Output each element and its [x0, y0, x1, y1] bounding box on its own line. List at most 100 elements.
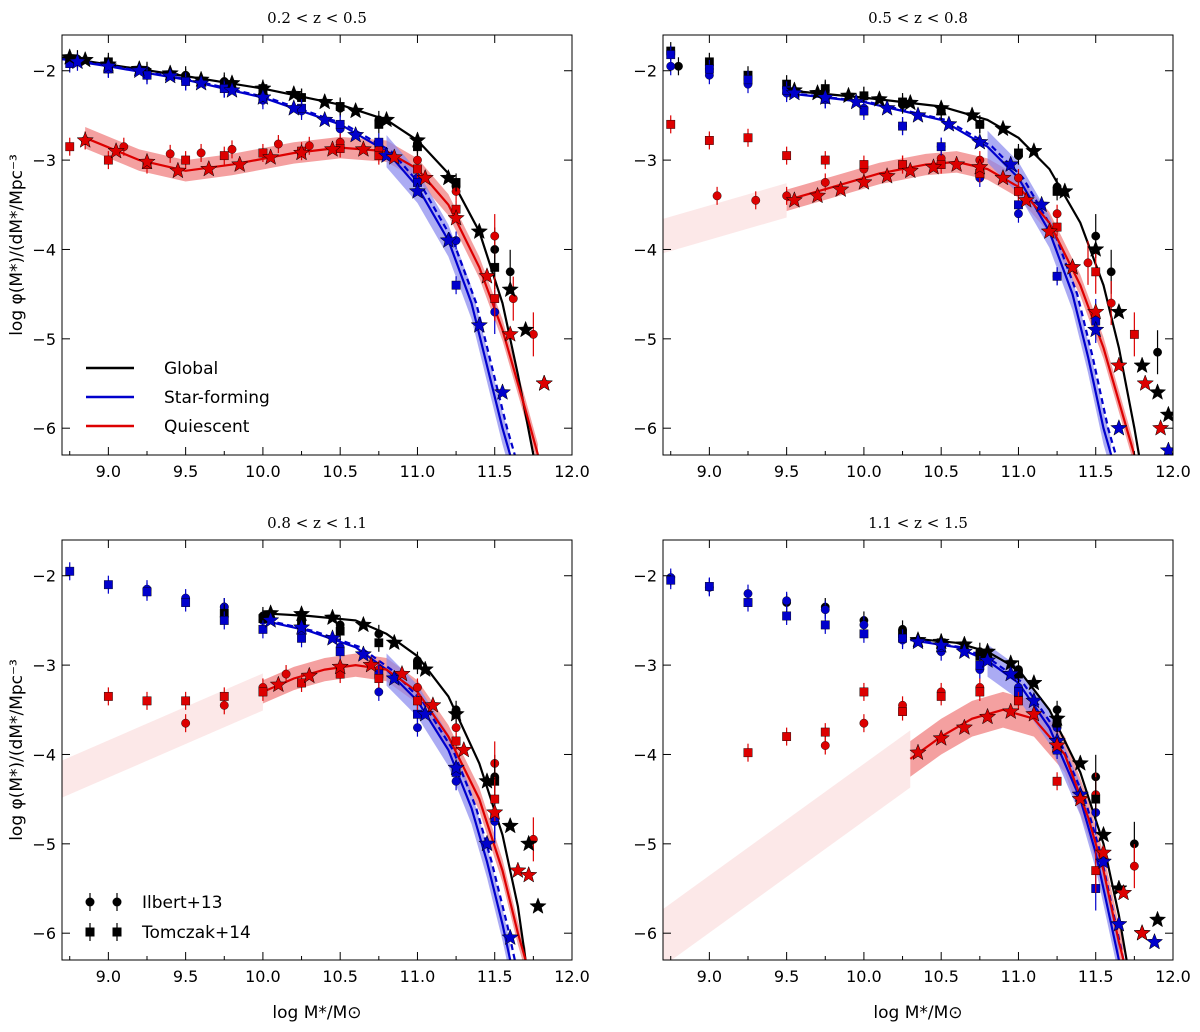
ilbert-point-global	[505, 267, 515, 277]
ilbert-point-global	[1153, 347, 1162, 357]
x-tick-label: 10.0	[245, 462, 281, 481]
quiescent-band	[262, 653, 526, 960]
tomczak-point-sf	[898, 633, 907, 643]
tomczak-point-sf	[666, 575, 676, 585]
star-point-sf	[1094, 852, 1113, 870]
star-point-global	[354, 615, 373, 633]
tomczak-point-q	[859, 687, 869, 697]
tomczak-point-sf	[704, 582, 714, 591]
tomczak-point-sf	[704, 64, 714, 74]
star-point-sf	[192, 74, 210, 91]
star-point-sf	[439, 231, 458, 248]
star-point-sf	[1110, 915, 1128, 932]
x-tick-label: 9.5	[774, 967, 799, 986]
tomczak-point-sf	[103, 580, 113, 590]
star-point-q	[909, 743, 927, 761]
ilbert-point-q	[820, 178, 830, 187]
tomczak-point-global	[490, 262, 500, 272]
star-point-sf	[478, 834, 496, 852]
x-tick-label: 10.0	[245, 967, 281, 986]
x-tick-label: 12.0	[1155, 967, 1191, 986]
x-tick-label: 11.5	[477, 967, 513, 986]
plot-area	[62, 48, 553, 455]
plot-frame	[61, 539, 573, 961]
star-point-q	[292, 143, 311, 161]
star-point-q	[354, 140, 373, 157]
ilbert-point-q	[196, 148, 206, 158]
star-point-q	[971, 158, 989, 175]
star-point-sf	[68, 52, 87, 70]
star-point-sf	[1025, 691, 1043, 709]
panel-2: 9.0 9.5 10.0 10.5 11.0 11.5 12.0 −2 −3 −4 −5 −6 0.5 …	[633, 9, 1190, 481]
panel-title: 0.5 < z < 0.8	[868, 9, 968, 27]
x-tick-label: 10.0	[846, 462, 882, 481]
ilbert-point-q	[304, 141, 314, 151]
star-point-sf	[909, 632, 927, 650]
panel-1: 9.0 9.5 10.0 10.5 11.0 11.5 12.0 −2 −3 −4 −5 −6 0.2 …	[7, 9, 590, 481]
tomczak-point-sf	[451, 280, 461, 290]
ilbert-point-q	[1129, 861, 1139, 871]
plot-frame	[662, 34, 1174, 456]
tomczak-point-global	[975, 119, 985, 129]
star-point-global	[1148, 383, 1167, 400]
plot-area	[663, 42, 1173, 455]
legend-label-2: Quiescent	[164, 417, 250, 437]
star-point-q	[1114, 883, 1133, 901]
tomczak-point-q	[1014, 696, 1023, 706]
star-point-global	[870, 90, 889, 107]
y-tick-label: −2	[32, 62, 56, 81]
star-point-sf	[785, 83, 804, 101]
star-point-global	[1148, 910, 1167, 928]
star-point-q	[1017, 191, 1035, 208]
ilbert-point-sf	[413, 723, 422, 733]
quiescent-band	[786, 151, 1135, 455]
tomczak-point-q	[142, 696, 152, 706]
tomczak-point-q	[103, 155, 113, 165]
star-point-global	[963, 106, 981, 123]
star-point-global	[529, 897, 547, 914]
quiescent-band	[85, 127, 538, 455]
star-point-q	[1136, 374, 1154, 391]
tomczak-point-q	[219, 151, 229, 161]
star-point-sf	[501, 928, 519, 946]
tomczak-point-sf	[782, 611, 792, 621]
y-axis-label: log φ(M*)/(dM*/Mpc⁻³	[7, 659, 27, 841]
ilbert-point-global	[1091, 231, 1101, 241]
star-point-global	[346, 101, 365, 119]
plot-frame	[61, 34, 573, 456]
y-tick-label: −5	[633, 835, 657, 854]
tomczak-point-sf	[65, 566, 75, 576]
star-point-q	[385, 148, 404, 165]
y-tick-label: −2	[32, 567, 56, 586]
star-point-global	[516, 320, 535, 338]
star-point-sf	[408, 182, 427, 199]
y-tick-label: −3	[633, 656, 657, 675]
y-tick-label: −6	[633, 924, 657, 943]
star-point-sf	[285, 99, 303, 116]
tomczak-point-global	[1014, 148, 1023, 158]
panel-title: 0.8 < z < 1.1	[267, 514, 367, 532]
legend-label-0: Global	[164, 359, 218, 379]
quiescent-fit-line	[786, 160, 1136, 455]
ilbert-point-q	[859, 718, 869, 728]
tomczak-point-q	[1014, 186, 1023, 196]
star-point-global	[470, 222, 489, 240]
x-tick-label: 9.0	[96, 967, 121, 986]
ilbert-point-q	[451, 723, 461, 733]
star-point-q	[269, 675, 288, 693]
tomczak-point-q	[490, 294, 500, 304]
x-tick-label: 9.0	[697, 967, 722, 986]
quiescent-extrapolation-band	[663, 183, 787, 254]
ilbert-point-q	[273, 139, 283, 149]
tomczak-point-q	[1052, 222, 1062, 232]
tomczak-point-sf	[666, 50, 676, 60]
tomczak-point-q	[297, 678, 306, 688]
star-point-sf	[847, 92, 865, 110]
star-point-q	[447, 208, 465, 226]
tomczak-point-q	[666, 119, 676, 129]
ilbert-point-q	[490, 231, 500, 241]
star-point-global	[932, 99, 950, 116]
star-point-q	[1001, 702, 1020, 720]
star-point-sf	[932, 636, 950, 653]
tomczak-point-q	[782, 732, 792, 741]
